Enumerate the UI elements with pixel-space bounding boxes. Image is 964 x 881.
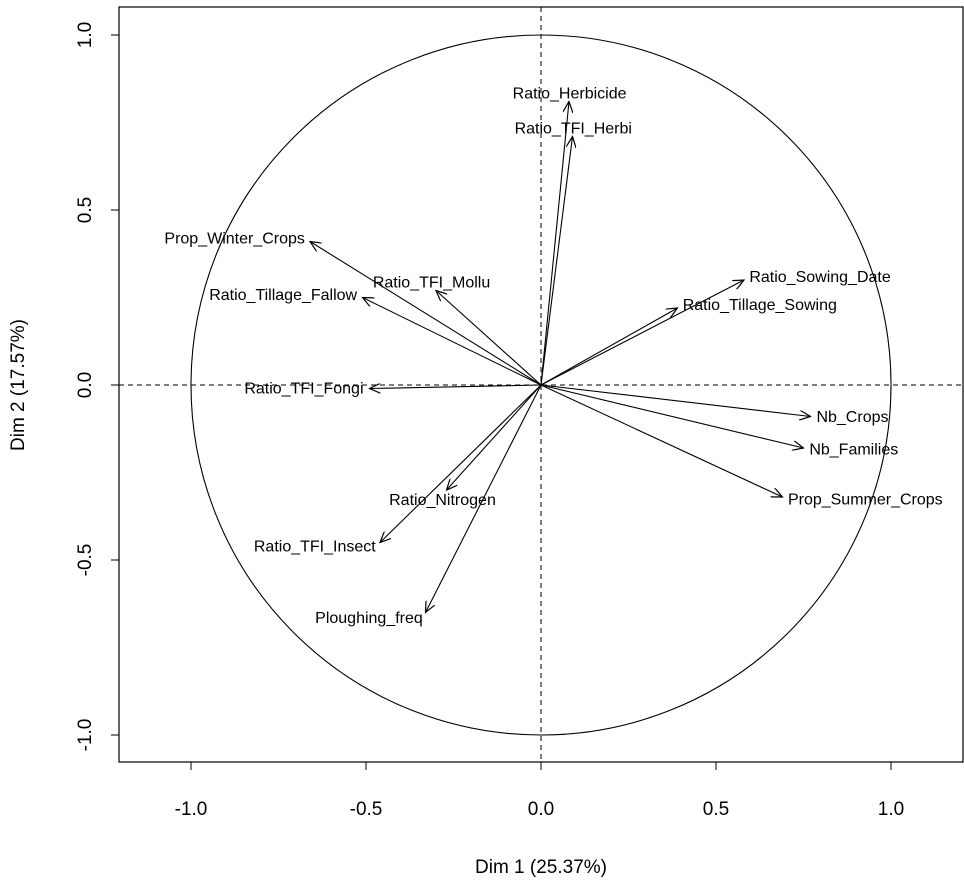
variable-arrow bbox=[380, 384, 542, 543]
x-tick-label: 0.5 bbox=[703, 799, 729, 820]
variable-arrow bbox=[310, 242, 542, 386]
variable-arrow bbox=[540, 137, 573, 386]
x-tick-label: -1.0 bbox=[175, 799, 208, 820]
variable-label: Prop_Summer_Crops bbox=[788, 492, 943, 509]
variable-label: Ratio_TFI_Herbi bbox=[515, 121, 632, 138]
variable-arrow bbox=[426, 384, 542, 613]
variable-arrow bbox=[363, 298, 542, 386]
variable-label: Ratio_TFI_Fongi bbox=[244, 381, 363, 398]
variable-arrow bbox=[540, 308, 678, 386]
y-tick-label: -0.5 bbox=[75, 544, 96, 577]
variable-arrow bbox=[370, 385, 542, 389]
variable-label: Ratio_TFI_Insect bbox=[254, 539, 376, 556]
x-tick-label: 1.0 bbox=[878, 799, 904, 820]
variable-label: Ratio_Nitrogen bbox=[389, 492, 496, 509]
y-tick-label: 0.5 bbox=[75, 197, 96, 223]
x-axis-title: Dim 1 (25.37%) bbox=[475, 857, 607, 878]
variable-arrow bbox=[540, 384, 804, 448]
variable-arrow bbox=[540, 102, 569, 386]
variable-label: Ploughing_freq bbox=[315, 610, 423, 627]
x-tick-label: 0.0 bbox=[528, 799, 554, 820]
variable-arrow bbox=[540, 280, 744, 386]
y-axis-title: Dim 2 (17.57%) bbox=[8, 319, 29, 451]
variable-arrow bbox=[436, 291, 542, 386]
y-tick-label: 1.0 bbox=[75, 22, 96, 48]
variable-label: Nb_Crops bbox=[816, 409, 888, 426]
variable-arrow bbox=[447, 384, 542, 490]
variable-arrow bbox=[540, 384, 783, 497]
variable-label: Nb_Families bbox=[809, 441, 898, 458]
y-tick-label: -1.0 bbox=[75, 719, 96, 752]
variable-label: Ratio_Tillage_Sowing bbox=[683, 297, 837, 314]
variable-label: Ratio_Herbicide bbox=[513, 86, 627, 103]
variable-label: Ratio_Sowing_Date bbox=[749, 269, 891, 286]
variable-label: Ratio_TFI_Mollu bbox=[373, 275, 490, 292]
variable-arrow bbox=[540, 384, 811, 417]
variable-label: Prop_Winter_Crops bbox=[164, 230, 305, 247]
variable-label: Ratio_Tillage_Fallow bbox=[209, 287, 357, 304]
y-tick-label: 0.0 bbox=[75, 372, 96, 398]
x-tick-label: -0.5 bbox=[350, 799, 383, 820]
